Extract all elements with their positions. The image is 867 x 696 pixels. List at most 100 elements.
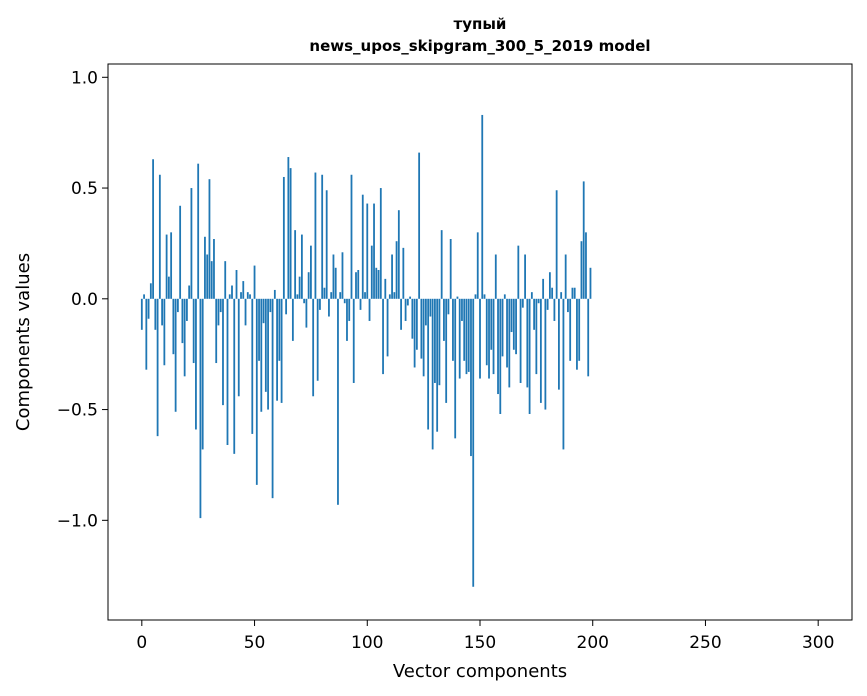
bar-0-101 [368, 298, 371, 321]
bar-0-102 [370, 245, 373, 299]
bar-0-23 [192, 298, 195, 364]
bar-0-27 [201, 298, 204, 450]
bar-0-162 [506, 298, 508, 368]
bar-0-13 [170, 232, 173, 299]
bar-0-45 [242, 281, 245, 299]
bar-0-9 [161, 298, 164, 326]
bar-0-185 [558, 298, 560, 390]
bar-0-72 [303, 298, 306, 304]
bar-0-100 [366, 203, 369, 299]
bar-0-140 [456, 296, 459, 299]
bar-0-130 [434, 298, 436, 383]
y-tick-label: −0.5 [57, 401, 98, 421]
bar-0-17 [179, 205, 182, 299]
bar-0-181 [548, 272, 551, 299]
bar-0-85 [332, 254, 335, 299]
bar-0-132 [438, 298, 441, 386]
bar-0-154 [488, 298, 490, 379]
bar-0-64 [285, 298, 288, 315]
bar-0-198 [587, 298, 590, 377]
bar-0-32 [213, 239, 215, 299]
bar-0-42 [235, 270, 238, 299]
bar-0-110 [388, 294, 391, 299]
bar-0-5 [152, 159, 154, 299]
bar-0-125 [422, 298, 425, 377]
bar-0-75 [310, 245, 312, 299]
bar-0-179 [544, 298, 547, 410]
bar-0-12 [167, 276, 170, 299]
bar-0-149 [476, 232, 479, 299]
bar-0-157 [494, 254, 497, 299]
bar-0-122 [415, 298, 418, 350]
bar-0-8 [158, 174, 161, 299]
bar-0-86 [334, 267, 337, 299]
bar-0-31 [210, 261, 213, 299]
bar-0-142 [461, 298, 463, 321]
bar-0-82 [325, 190, 328, 299]
bar-0-29 [206, 254, 209, 299]
bar-0-99 [364, 292, 366, 299]
bar-0-194 [578, 298, 581, 361]
bar-0-77 [314, 172, 317, 299]
bar-0-18 [181, 298, 184, 344]
bar-0-0 [140, 298, 143, 330]
bar-0-156 [492, 298, 495, 375]
bar-0-144 [465, 298, 468, 375]
bar-0-115 [400, 298, 402, 330]
bar-0-173 [530, 292, 533, 299]
bar-0-107 [382, 298, 384, 375]
bar-0-51 [255, 298, 258, 485]
bar-0-94 [352, 298, 355, 383]
bar-0-37 [224, 261, 227, 299]
bar-0-136 [447, 298, 450, 315]
bar-0-21 [188, 285, 191, 299]
bar-0-43 [237, 298, 240, 397]
y-tick-label: 0.0 [71, 290, 98, 310]
bar-0-129 [431, 298, 434, 450]
bar-0-28 [204, 236, 206, 299]
bar-0-193 [576, 298, 578, 370]
bar-0-26 [199, 298, 202, 519]
bar-0-80 [321, 174, 324, 299]
y-axis: 1.0 0.5 0.0 −0.5 −1.0 [57, 68, 108, 531]
bar-0-56 [267, 298, 269, 410]
bar-0-186 [560, 292, 563, 299]
bar-0-153 [485, 298, 488, 366]
bar-0-191 [571, 287, 574, 299]
bar-0-169 [521, 298, 524, 308]
bar-0-146 [470, 298, 472, 457]
bar-0-133 [440, 230, 443, 299]
bar-0-182 [551, 287, 554, 299]
bar-0-104 [375, 267, 378, 299]
bar-0-24 [195, 298, 197, 430]
bar-0-76 [312, 298, 315, 397]
bar-0-188 [564, 254, 567, 299]
bar-0-124 [420, 298, 423, 359]
bar-0-168 [519, 298, 522, 383]
bar-0-171 [526, 298, 529, 388]
bar-0-34 [217, 298, 220, 326]
bar-0-106 [379, 188, 382, 299]
bar-0-167 [517, 245, 520, 299]
bar-0-44 [240, 292, 242, 299]
x-tick-label: 300 [802, 633, 834, 653]
x-tick-label: 250 [689, 633, 721, 653]
bar-0-145 [467, 298, 470, 372]
bar-0-176 [537, 298, 540, 304]
bar-0-118 [406, 298, 409, 306]
bar-0-143 [463, 298, 466, 361]
bar-0-6 [154, 298, 157, 330]
bar-0-48 [249, 294, 251, 299]
bar-0-84 [330, 292, 333, 299]
bar-0-113 [395, 241, 398, 299]
bar-series [140, 114, 592, 587]
bar-0-49 [251, 298, 254, 434]
bar-0-22 [190, 188, 193, 299]
bar-0-184 [555, 190, 558, 299]
bar-0-57 [269, 298, 272, 313]
bar-0-175 [535, 298, 538, 375]
bar-0-91 [346, 298, 348, 341]
bar-0-53 [260, 298, 263, 412]
bar-0-196 [582, 181, 585, 299]
bar-0-141 [458, 298, 461, 379]
